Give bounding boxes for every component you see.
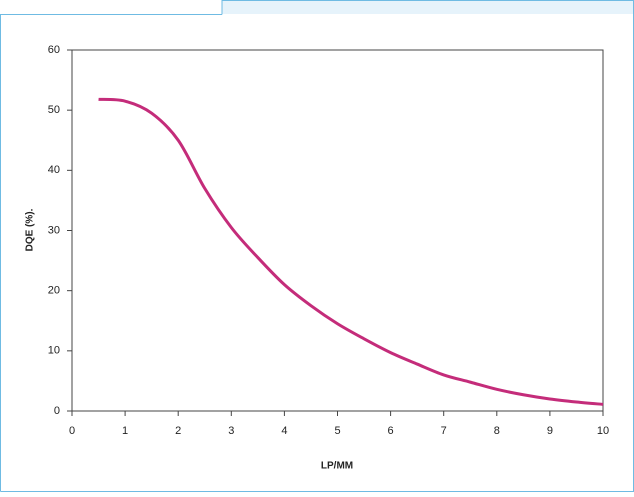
y-tick-label: 60 <box>48 44 60 56</box>
y-tick-label: 0 <box>54 405 60 417</box>
x-tick-label: 4 <box>281 425 287 437</box>
x-tick-label: 8 <box>494 425 500 437</box>
x-tick-label: 1 <box>122 425 128 437</box>
y-axis-label: DQE (%). <box>25 208 36 251</box>
x-axis-label: LP/MM <box>321 461 353 472</box>
plot-area <box>71 49 604 412</box>
x-tick-label: 10 <box>597 425 609 437</box>
tab <box>222 0 634 14</box>
x-tick-label: 9 <box>547 425 553 437</box>
y-tick-label: 50 <box>48 104 60 116</box>
x-tick-label: 0 <box>69 425 75 437</box>
x-tick-label: 3 <box>228 425 234 437</box>
line <box>98 97 604 406</box>
x-tick-label: 7 <box>441 425 447 437</box>
y-tick-label: 10 <box>48 345 60 357</box>
y-tick-label: 30 <box>48 224 60 236</box>
x-tick-label: 2 <box>175 425 181 437</box>
y-tick-label: 40 <box>48 164 60 176</box>
x-tick-label: 6 <box>388 425 394 437</box>
x-tick-label: 5 <box>334 425 340 437</box>
y-tick-label: 20 <box>48 285 60 297</box>
